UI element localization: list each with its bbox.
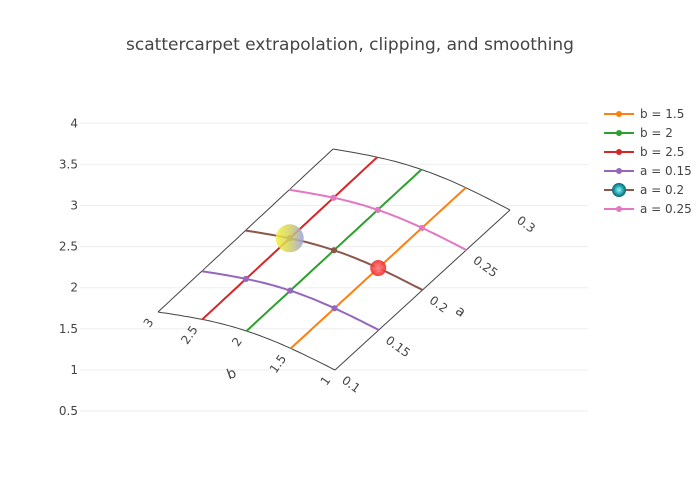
series-line — [289, 188, 467, 251]
legend-label: a = 0.15 — [640, 164, 692, 178]
y-tick-label: 2 — [70, 281, 78, 295]
b-axis-title: b — [225, 365, 239, 383]
series-point — [287, 287, 294, 294]
chart-title: scattercarpet extrapolation, clipping, a… — [126, 35, 574, 55]
y-tick-label: 2.5 — [59, 240, 78, 254]
series-line — [245, 229, 423, 291]
series-line — [201, 270, 380, 331]
legend-marker — [612, 183, 626, 197]
y-tick-label: 1 — [70, 363, 78, 377]
carpet-boundary-line — [332, 148, 511, 211]
legend-item[interactable]: a = 0.15 — [604, 164, 692, 178]
legend-item[interactable]: b = 2.5 — [604, 145, 684, 159]
y-gridlines — [80, 122, 588, 412]
series-point — [243, 275, 249, 282]
legend-marker — [616, 111, 622, 117]
b-tick-label: 1 — [318, 374, 334, 388]
legend-label: b = 1.5 — [640, 107, 684, 121]
legend-label: a = 0.2 — [640, 183, 684, 197]
b-tick-label: 2 — [229, 335, 245, 349]
carpet-a-gridline — [245, 230, 423, 291]
carpet-boundary — [157, 148, 511, 371]
series-point — [330, 194, 337, 201]
legend-marker — [616, 206, 622, 212]
a-axis-title: a — [452, 303, 468, 321]
y-tick-label: 1.5 — [59, 322, 78, 336]
b-tick-label: 2.5 — [178, 323, 200, 347]
series-point — [331, 247, 337, 254]
legend[interactable]: b = 1.5 b = 2 b = 2.5 a = 0.15 a = 0.2 a = 0.… — [604, 107, 692, 216]
b-tick-label: 3 — [141, 316, 157, 330]
legend-item[interactable]: b = 2 — [604, 126, 673, 140]
y-tick-label: 4 — [70, 116, 78, 130]
a-tick-label: 0.3 — [514, 213, 538, 236]
y-tick-labels: 0.5 1 1.5 2 2.5 3 3.5 4 — [59, 116, 78, 418]
carpet-a-gridline — [201, 270, 380, 331]
legend-item[interactable]: b = 1.5 — [604, 107, 684, 121]
y-tick-label: 0.5 — [59, 404, 78, 418]
series-layer — [201, 156, 467, 350]
legend-marker — [616, 149, 622, 155]
legend-label: b = 2.5 — [640, 145, 684, 159]
legend-marker — [616, 130, 622, 136]
a-tick-label: 0.25 — [470, 253, 500, 280]
a-axis-tick-labels: 0.1 0.15 0.2 0.25 0.3 — [339, 213, 538, 396]
a-tick-label: 0.2 — [427, 293, 451, 316]
legend-label: b = 2 — [640, 126, 673, 140]
legend-item[interactable]: a = 0.25 — [604, 202, 692, 216]
b-tick-label: 1.5 — [267, 352, 289, 376]
carpet-a-gridline — [289, 189, 467, 251]
y-tick-label: 3.5 — [59, 157, 78, 171]
legend-marker — [616, 168, 622, 174]
a-tick-label: 0.15 — [383, 333, 413, 360]
highlight-marker — [275, 224, 304, 253]
a-tick-label: 0.1 — [339, 373, 363, 396]
legend-item[interactable]: a = 0.2 — [604, 183, 684, 197]
highlight-marker — [370, 260, 387, 277]
legend-label: a = 0.25 — [640, 202, 692, 216]
y-tick-label: 3 — [70, 199, 78, 213]
series-point — [419, 224, 425, 231]
series-point — [331, 305, 338, 312]
highlight-markers — [275, 224, 387, 277]
series-point — [374, 206, 381, 213]
